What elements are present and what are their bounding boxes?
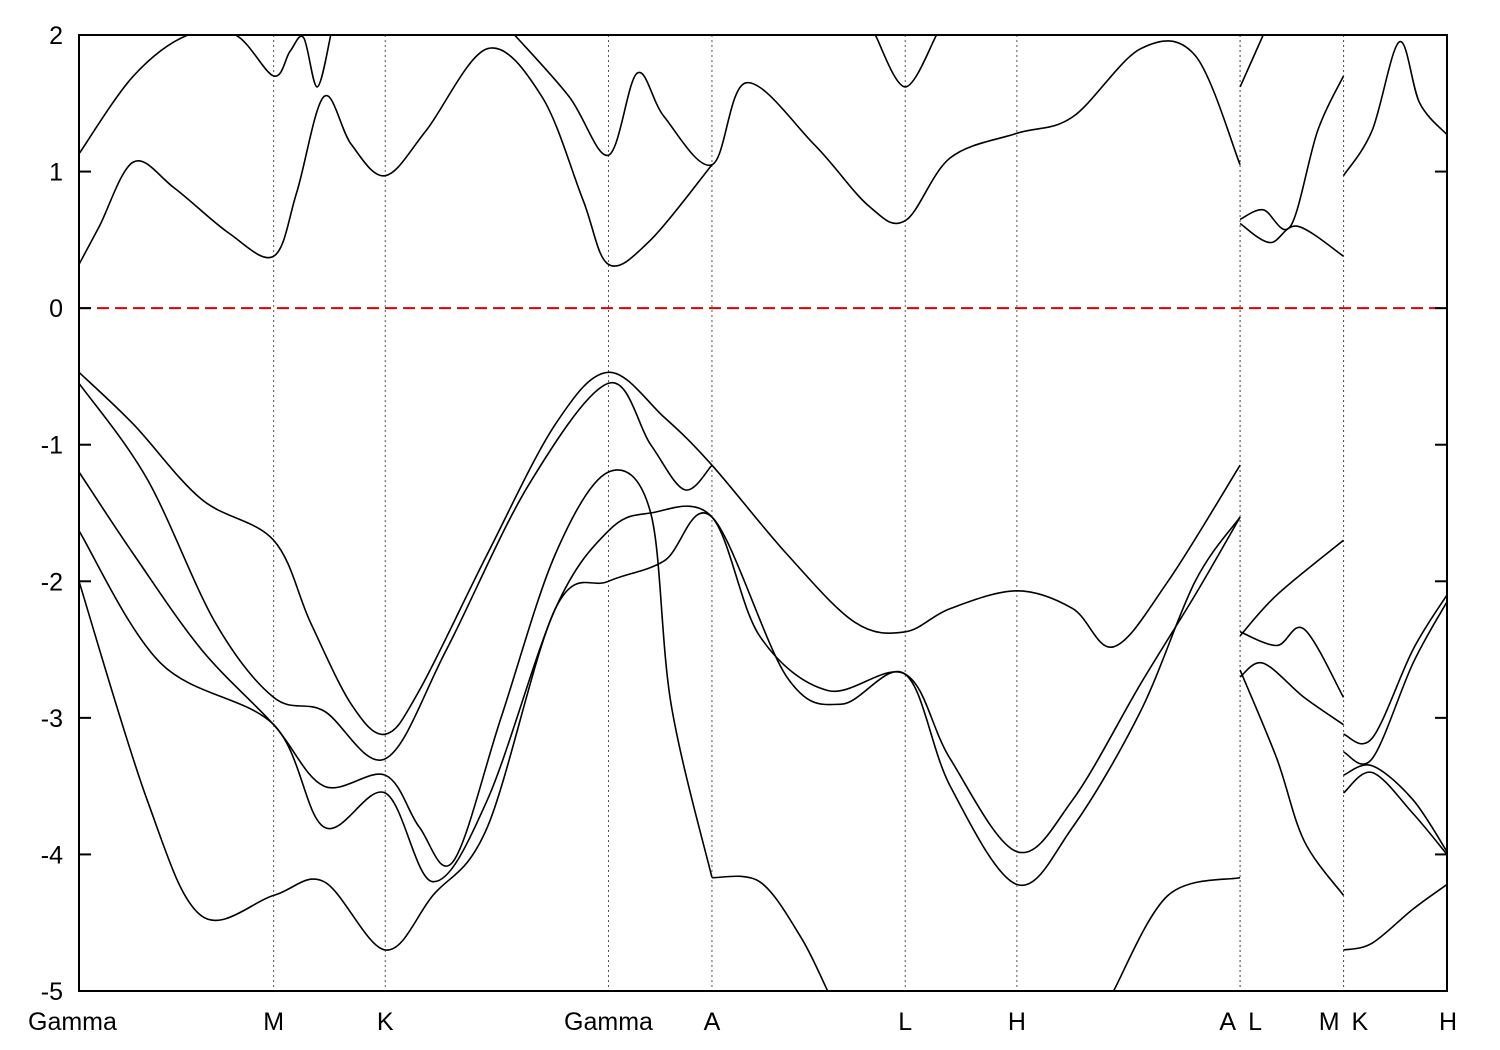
y-tick-label-7: 2	[49, 22, 63, 50]
band-line-0	[79, 35, 332, 155]
band-line-20	[1343, 601, 1447, 765]
band-line-22	[1342, 771, 1447, 855]
band-line-13	[711, 875, 829, 991]
band-line-2	[514, 35, 1241, 225]
band-line-21	[1343, 764, 1447, 853]
y-tick-label-6: 1	[49, 159, 63, 187]
band-line-23	[1343, 883, 1447, 951]
band-line-11	[79, 505, 1241, 883]
x-tick-label-3: Gamma	[564, 1008, 653, 1036]
band-line-19	[1343, 594, 1447, 745]
bands-group	[79, 35, 1447, 991]
x-tick-label-9: M	[1319, 1008, 1340, 1036]
bands-layer	[79, 35, 1447, 991]
x-tick-label-8: L	[1248, 1008, 1262, 1036]
band-line-14	[1112, 876, 1241, 991]
band-line-8	[79, 371, 1241, 736]
band-line-18	[1239, 539, 1345, 637]
band-line-10	[79, 469, 713, 878]
band-line-16	[1239, 661, 1344, 726]
band-line-3	[874, 35, 938, 88]
band-line-7	[1342, 40, 1447, 177]
band-line-4	[1239, 35, 1264, 88]
x-tick-label-7: A	[1219, 1008, 1236, 1036]
band-line-1	[79, 47, 713, 267]
x-tick-label-5: L	[898, 1008, 912, 1036]
grid-layer	[273, 35, 1345, 991]
y-tick-label-1: -4	[41, 841, 63, 869]
axes-layer	[78, 34, 1448, 992]
y-tick-label-5: 0	[49, 295, 63, 323]
band-line-12	[79, 512, 1241, 951]
x-tick-label-6: H	[1008, 1008, 1026, 1036]
x-tick-label-0: Gamma	[28, 1008, 117, 1036]
band-line-17	[1239, 669, 1345, 896]
band-line-9	[79, 382, 713, 762]
y-tick-label-0: -5	[41, 978, 63, 1006]
y-tick-label-2: -3	[41, 705, 63, 733]
band-line-15	[1239, 626, 1345, 698]
x-tick-label-11: H	[1439, 1008, 1457, 1036]
x-tick-label-4: A	[704, 1008, 721, 1036]
plot-frame	[78, 34, 1448, 992]
x-tick-label-10: K	[1352, 1008, 1369, 1036]
y-tick-label-3: -2	[41, 568, 63, 596]
y-tick-label-4: -1	[41, 432, 63, 460]
band-line-6	[1239, 222, 1344, 257]
band-line-5	[1239, 75, 1345, 231]
x-tick-label-1: M	[263, 1008, 284, 1036]
x-tick-label-2: K	[377, 1008, 394, 1036]
